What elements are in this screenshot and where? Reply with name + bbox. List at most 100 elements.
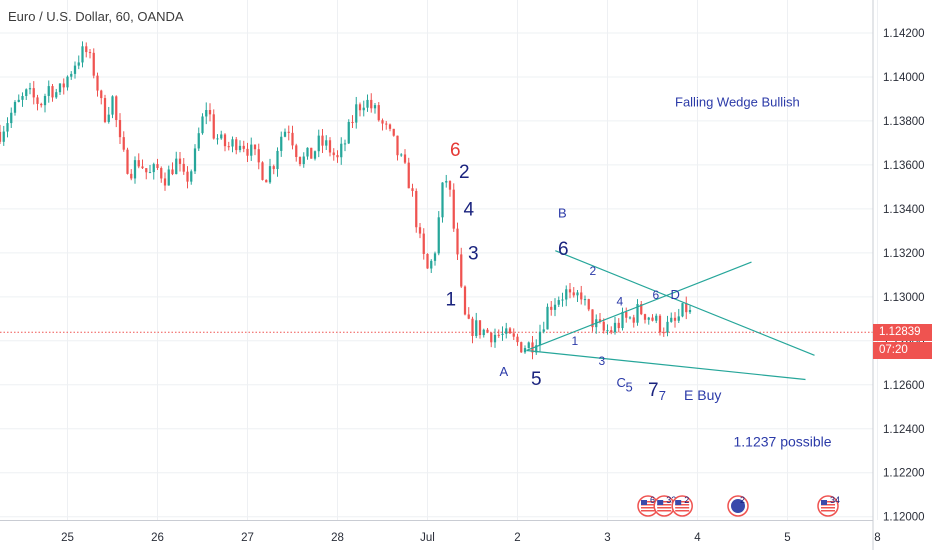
candle-body xyxy=(295,145,298,157)
x-tick-label: 8 xyxy=(874,532,880,544)
candle-body xyxy=(118,120,122,138)
candle-body xyxy=(535,345,538,353)
candle-body xyxy=(460,254,463,287)
candle-body xyxy=(501,333,504,335)
candle-body xyxy=(388,124,392,129)
candle-body xyxy=(246,148,249,156)
us-flag-event-icon[interactable]: 6 xyxy=(637,495,659,517)
candle-body xyxy=(160,168,163,179)
annotation-label: A xyxy=(500,364,509,379)
candle-body xyxy=(422,233,425,254)
bar-countdown-label: 07:20 xyxy=(873,341,932,359)
candle-body xyxy=(21,96,24,100)
candle-body xyxy=(115,96,118,121)
candle-body xyxy=(178,158,182,164)
candle-body xyxy=(651,317,654,321)
candle-body xyxy=(617,322,620,329)
candle-body xyxy=(47,86,50,96)
candle-body xyxy=(103,98,107,122)
event-count: 32 xyxy=(666,495,676,505)
candle-body xyxy=(580,292,583,300)
x-tick-label: 28 xyxy=(331,532,344,544)
event-count: 2 xyxy=(684,495,689,505)
candle-body xyxy=(88,52,92,54)
candle-body xyxy=(670,317,673,322)
candle-body xyxy=(302,156,305,165)
x-tick-label: 4 xyxy=(694,532,701,544)
candle-body xyxy=(392,128,395,136)
annotation-label: 6 xyxy=(558,239,569,260)
event-count: 34 xyxy=(830,495,840,505)
annotation-label: 2 xyxy=(459,162,470,183)
us-flag-event-icon[interactable]: 2 xyxy=(671,495,693,517)
candle-body xyxy=(426,253,429,269)
candle-body xyxy=(527,342,530,349)
candle-body xyxy=(253,144,257,150)
candle-body xyxy=(32,88,35,98)
candle-body xyxy=(591,309,594,328)
annotation-label: 5 xyxy=(626,379,633,394)
candle-body xyxy=(122,137,125,150)
candle-body xyxy=(647,317,650,320)
candle-body xyxy=(523,348,527,353)
x-tick-label: Jul xyxy=(420,532,435,544)
candle-body xyxy=(306,147,309,157)
candle-body xyxy=(441,182,444,218)
candle-body xyxy=(340,143,343,158)
candle-body xyxy=(55,92,58,98)
candle-body xyxy=(141,166,144,169)
candle-body xyxy=(242,145,245,149)
x-tick-label: 5 xyxy=(784,532,790,544)
price-axis[interactable]: 1.120001.122001.124001.126001.128001.130… xyxy=(872,0,925,550)
candle-body xyxy=(70,73,73,77)
candle-body xyxy=(561,299,564,301)
annotation-label: 2 xyxy=(590,264,597,278)
candle-body xyxy=(430,260,433,269)
candle-body xyxy=(508,328,512,334)
eu-flag-event-icon[interactable]: 2 xyxy=(727,495,749,517)
candle-body xyxy=(100,90,103,99)
trendline xyxy=(526,261,752,352)
candle-body xyxy=(25,89,28,97)
candle-body xyxy=(486,329,489,333)
candle-body xyxy=(516,336,519,343)
candle-body xyxy=(418,227,422,234)
candle-body xyxy=(583,299,587,301)
flag-stripe xyxy=(641,510,655,512)
annotation-label: 6 xyxy=(653,288,660,302)
flag-field xyxy=(731,499,745,513)
candle-body xyxy=(373,105,377,109)
us-flag-event-icon[interactable]: 32 xyxy=(653,495,676,517)
candle-body xyxy=(400,154,403,156)
candle-body xyxy=(490,332,493,343)
candle-body xyxy=(156,164,159,169)
candle-body xyxy=(43,95,47,106)
y-tick-label: 1.14000 xyxy=(883,72,925,84)
candle-body xyxy=(587,299,590,310)
us-flag-event-icon[interactable]: 34 xyxy=(817,495,840,517)
annotation-label: D xyxy=(671,287,680,302)
flag-canton xyxy=(657,500,664,505)
candle-body xyxy=(201,116,204,134)
candle-body xyxy=(13,101,17,113)
candle-body xyxy=(145,168,148,173)
candle-body xyxy=(606,330,609,332)
candle-body xyxy=(497,334,500,336)
time-axis[interactable]: 25 26 27 28 Jul 2 3 4 5 8 xyxy=(0,520,881,545)
candle-body xyxy=(332,152,335,156)
candle-body xyxy=(130,173,133,179)
candle-body xyxy=(186,171,189,182)
candle-body xyxy=(351,121,354,123)
trendline xyxy=(526,349,806,381)
candle-body xyxy=(512,333,515,337)
candle-body xyxy=(321,135,324,146)
candle-body xyxy=(291,132,294,146)
candle-body xyxy=(28,88,32,90)
candle-body xyxy=(231,139,234,147)
x-tick-label: 3 xyxy=(604,532,610,544)
flag-stripe xyxy=(641,504,655,506)
annotation-label: 7 xyxy=(648,380,659,401)
economic-events[interactable]: 6 32 2 2 34 xyxy=(637,495,840,517)
